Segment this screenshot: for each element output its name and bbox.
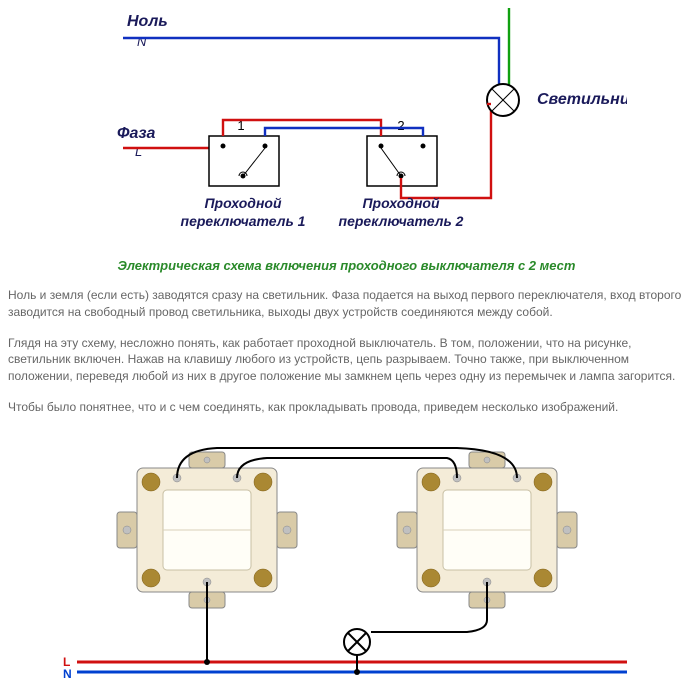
label-lamp: Светильник: [537, 91, 627, 108]
label-N: N: [137, 34, 147, 49]
paragraph-2: Глядя на эту схему, несложно понять, как…: [8, 335, 685, 385]
paragraph-1: Ноль и земля (если есть) заводятся сразу…: [8, 287, 685, 321]
switch1-box: [209, 136, 279, 186]
schematic-diagram: Ноль N Фаза L 1 2 Светильник Проходной п…: [67, 8, 627, 248]
label-phase: Фаза: [117, 125, 156, 142]
wire-neutral: [123, 38, 499, 86]
label-sw2-line1: Проходной: [362, 195, 439, 211]
lamp-symbol-2: [344, 629, 370, 655]
wiring-illustration: L N: [47, 430, 647, 680]
label-sw1-line1: Проходной: [204, 195, 281, 211]
label-sw1-line2: переключатель 1: [180, 213, 305, 229]
label-L: L: [135, 144, 142, 159]
lamp-symbol: [487, 84, 519, 116]
label-N2: N: [63, 667, 72, 680]
switch2-num: 2: [397, 118, 404, 133]
label-sw2-line2: переключатель 2: [338, 213, 463, 229]
paragraph-3: Чтобы было понятнее, что и с чем соединя…: [8, 399, 685, 416]
label-null: Ноль: [127, 13, 168, 30]
diagram-caption: Электрическая схема включения проходного…: [8, 258, 685, 273]
